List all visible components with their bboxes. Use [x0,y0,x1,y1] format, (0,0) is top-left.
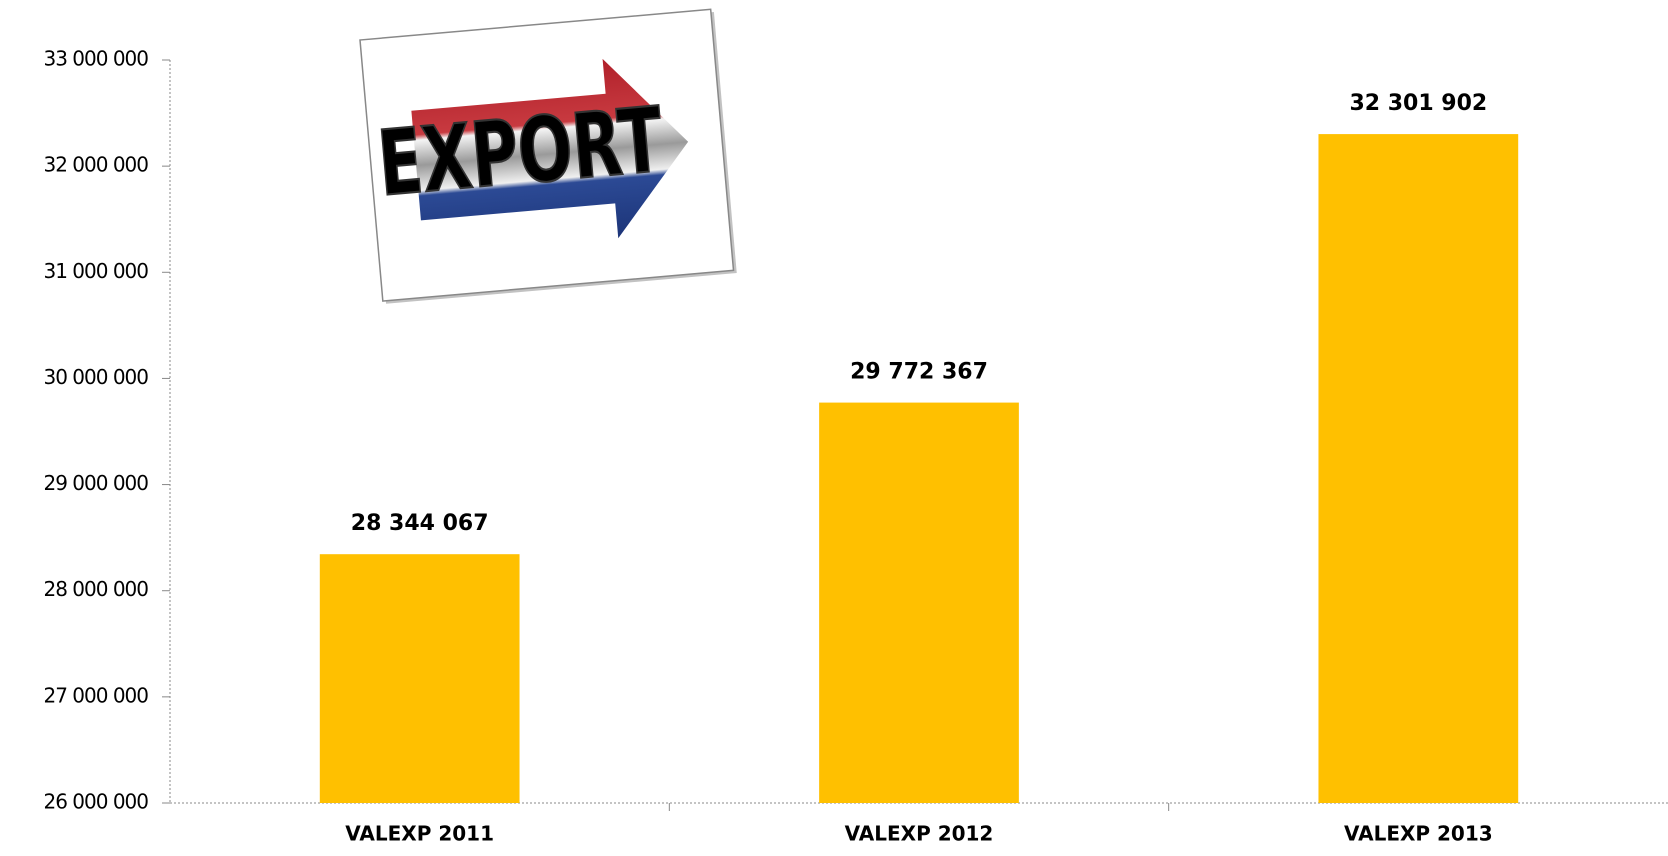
y-tick-label: 31 000 000 [43,259,148,283]
y-tick-label: 33 000 000 [43,47,148,71]
y-tick-label: 26 000 000 [43,790,148,814]
y-tick-label: 30 000 000 [43,365,148,389]
bar [319,554,520,803]
bar [819,402,1019,803]
x-tick-label: VALEXP 2012 [845,822,994,846]
plot: 26 000 000 27 000 000 28 000 000 29 000 000… [43,47,1668,846]
y-tick-label: 27 000 000 [43,683,148,707]
value-label: 32 301 902 [1349,91,1487,116]
value-label: 28 344 067 [351,511,489,536]
x-tick-label: VALEXP 2011 [345,822,494,846]
export-picture: EXPORT [359,8,737,304]
value-label: 29 772 367 [850,360,988,385]
y-tick-label: 29 000 000 [43,471,148,495]
picture-text: EXPORT [374,89,666,217]
y-tick-label: 28 000 000 [43,577,148,601]
y-tick-label: 32 000 000 [43,153,148,177]
export-arrow [411,58,689,239]
bar [1318,134,1519,803]
x-tick-label: VALEXP 2013 [1344,822,1493,846]
